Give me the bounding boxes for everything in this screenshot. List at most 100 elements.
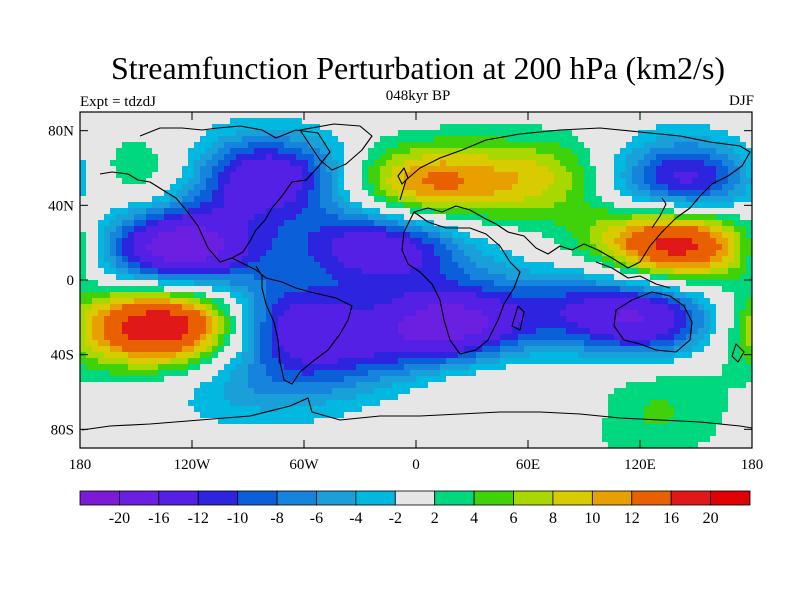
field-cell <box>500 298 506 304</box>
field-cell <box>206 220 212 226</box>
field-cell <box>146 184 152 190</box>
field-cell <box>98 328 104 334</box>
field-cell <box>674 364 680 370</box>
field-cell <box>608 196 614 202</box>
field-cell <box>98 220 104 226</box>
field-cell <box>308 118 314 124</box>
field-cell <box>182 304 188 310</box>
field-cell <box>680 136 686 142</box>
field-cell <box>620 268 626 274</box>
field-cell <box>704 166 710 172</box>
field-cell <box>650 232 656 238</box>
field-cell <box>566 136 572 142</box>
field-cell <box>542 322 548 328</box>
field-cell <box>620 226 626 232</box>
field-cell <box>410 304 416 310</box>
field-cell <box>572 346 578 352</box>
field-cell <box>158 196 164 202</box>
field-cell <box>194 250 200 256</box>
field-cell <box>512 166 518 172</box>
field-cell <box>656 340 662 346</box>
field-cell <box>344 250 350 256</box>
field-cell <box>686 244 692 250</box>
field-cell <box>608 244 614 250</box>
field-cell <box>146 214 152 220</box>
field-cell <box>566 220 572 226</box>
field-cell <box>470 178 476 184</box>
field-cell <box>536 340 542 346</box>
field-cell <box>632 166 638 172</box>
field-cell <box>434 280 440 286</box>
field-cell <box>518 346 524 352</box>
field-cell <box>560 298 566 304</box>
field-cell <box>632 364 638 370</box>
field-cell <box>518 214 524 220</box>
field-cell <box>446 352 452 358</box>
field-cell <box>302 250 308 256</box>
field-cell <box>104 154 110 160</box>
field-cell <box>332 352 338 358</box>
field-cell <box>344 280 350 286</box>
field-cell <box>704 274 710 280</box>
field-cell <box>128 310 134 316</box>
field-cell <box>110 148 116 154</box>
field-cell <box>308 298 314 304</box>
field-cell <box>296 148 302 154</box>
field-cell <box>716 244 722 250</box>
field-cell <box>332 124 338 130</box>
field-cell <box>380 244 386 250</box>
field-cell <box>194 112 200 118</box>
field-cell <box>518 226 524 232</box>
field-cell <box>236 292 242 298</box>
field-cell <box>158 220 164 226</box>
field-cell <box>410 190 416 196</box>
field-cell <box>86 334 92 340</box>
field-cell <box>638 232 644 238</box>
field-cell <box>338 346 344 352</box>
field-cell <box>638 364 644 370</box>
field-cell <box>404 154 410 160</box>
field-cell <box>152 322 158 328</box>
field-cell <box>584 268 590 274</box>
field-cell <box>734 304 740 310</box>
field-cell <box>296 196 302 202</box>
field-cell <box>104 346 110 352</box>
field-cell <box>314 334 320 340</box>
field-cell <box>398 142 404 148</box>
field-cell <box>254 328 260 334</box>
field-cell <box>212 280 218 286</box>
field-cell <box>356 190 362 196</box>
field-cell <box>242 358 248 364</box>
field-cell <box>452 148 458 154</box>
field-cell <box>362 370 368 376</box>
field-cell <box>686 322 692 328</box>
field-cell <box>698 340 704 346</box>
field-cell <box>362 118 368 124</box>
field-cell <box>554 286 560 292</box>
field-cell <box>560 172 566 178</box>
field-cell <box>560 280 566 286</box>
field-cell <box>566 268 572 274</box>
field-cell <box>152 358 158 364</box>
field-cell <box>98 370 104 376</box>
field-cell <box>182 130 188 136</box>
field-cell <box>230 298 236 304</box>
field-cell <box>536 112 542 118</box>
field-cell <box>374 130 380 136</box>
field-cell <box>134 238 140 244</box>
field-cell <box>200 364 206 370</box>
field-cell <box>686 184 692 190</box>
field-cell <box>668 340 674 346</box>
field-cell <box>572 292 578 298</box>
field-cell <box>494 238 500 244</box>
field-cell <box>440 262 446 268</box>
field-cell <box>260 130 266 136</box>
field-cell <box>602 196 608 202</box>
field-cell <box>122 172 128 178</box>
field-cell <box>158 166 164 172</box>
field-cell <box>248 328 254 334</box>
field-cell <box>128 322 134 328</box>
field-cell <box>212 370 218 376</box>
field-cell <box>386 190 392 196</box>
field-cell <box>362 292 368 298</box>
